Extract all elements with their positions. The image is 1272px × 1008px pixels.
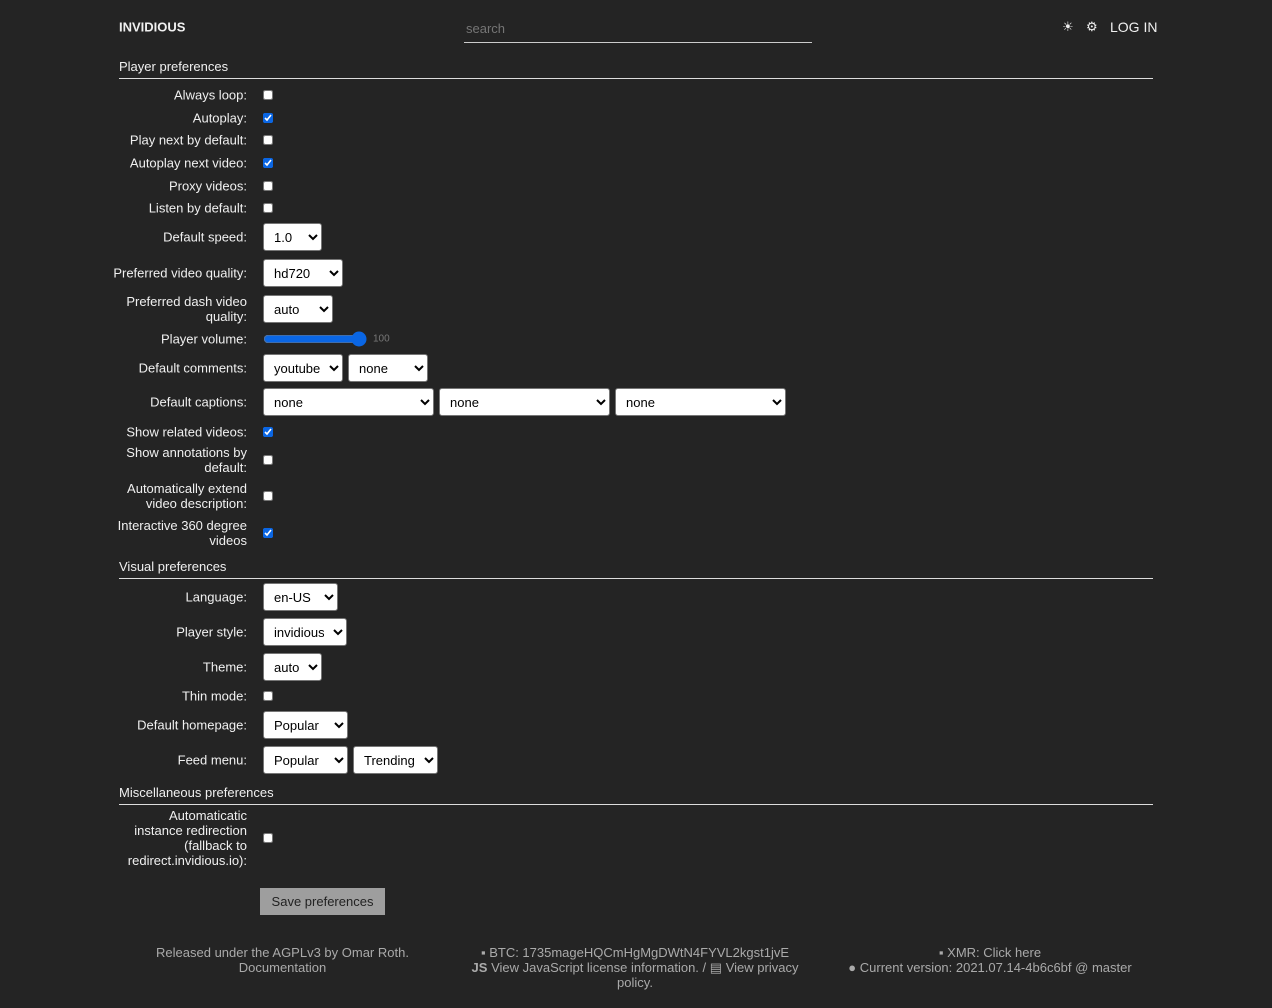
brand-link[interactable]: INVIDIOUS (119, 19, 186, 35)
privacy-link[interactable]: View privacy policy. (617, 960, 799, 990)
listen-checkbox[interactable] (263, 203, 273, 213)
quality-label: Preferred video quality: (113, 265, 247, 281)
gear-icon[interactable]: ⚙ (1086, 19, 1098, 34)
save-preferences-button[interactable]: Save preferences (260, 888, 385, 915)
proxy-checkbox[interactable] (263, 181, 273, 191)
thin-mode-checkbox[interactable] (263, 691, 273, 701)
annotations-label: Show annotations by default: (126, 445, 247, 475)
xmr-link[interactable]: XMR: Click here (947, 945, 1042, 960)
redirect-label: Automaticatic instance redirection (fall… (127, 808, 247, 868)
vr-checkbox[interactable] (263, 528, 273, 538)
language-label: Language: (185, 589, 247, 605)
separator: / (702, 960, 707, 975)
always-loop-checkbox[interactable] (263, 90, 273, 100)
login-link[interactable]: LOG IN (1110, 19, 1158, 35)
wallet-icon: ▪ (480, 945, 490, 960)
version-text[interactable]: Current version: 2021.07.14-4b6c6bf @ ma… (859, 960, 1132, 975)
documentation-link[interactable]: Documentation (238, 960, 327, 975)
wallet-icon: ▪ (938, 945, 948, 960)
autoplay-next-checkbox[interactable] (263, 158, 273, 168)
feed-menu-select-1[interactable]: Popular (263, 746, 348, 774)
dash-quality-label: Preferred dash video quality: (126, 294, 247, 324)
footer-left: Released under the AGPLv3 by Omar Roth. … (150, 945, 415, 975)
autoplay-label: Autoplay: (192, 110, 247, 126)
btc-address: BTC: 1735mageHQCmHgMgDWtN4FYVL2kgst1jvE (489, 945, 790, 960)
extend-description-label: Automatically extend video description: (127, 481, 247, 511)
document-icon: ▤ (709, 960, 723, 975)
js-license-link[interactable]: View JavaScript license information. (491, 960, 699, 975)
always-loop-label: Always loop: (174, 87, 247, 103)
theme-select[interactable]: auto (263, 653, 322, 681)
comments-label: Default comments: (138, 360, 247, 376)
footer-right: ▪ XMR: Click here ● Current version: 202… (840, 945, 1140, 975)
homepage-label: Default homepage: (137, 717, 247, 733)
captions-select-1[interactable]: none (263, 388, 434, 416)
comments-select-2[interactable]: none (348, 354, 428, 382)
homepage-select[interactable]: Popular (263, 711, 348, 739)
captions-label: Default captions: (150, 394, 247, 410)
dash-quality-select[interactable]: auto (263, 295, 333, 323)
play-next-checkbox[interactable] (263, 135, 273, 145)
player-style-label: Player style: (176, 624, 247, 640)
visual-preferences-header: Visual preferences (119, 559, 1153, 579)
theme-label: Theme: (202, 659, 247, 675)
proxy-label: Proxy videos: (168, 178, 247, 194)
annotations-checkbox[interactable] (263, 455, 273, 465)
volume-value: 100 (373, 333, 390, 345)
redirect-checkbox[interactable] (263, 833, 273, 843)
captions-select-3[interactable]: none (615, 388, 786, 416)
volume-slider[interactable] (263, 331, 367, 347)
player-preferences-header: Player preferences (119, 59, 1153, 79)
comments-select-1[interactable]: youtube (263, 354, 343, 382)
autoplay-checkbox[interactable] (263, 113, 273, 123)
volume-label: Player volume: (161, 331, 247, 347)
related-checkbox[interactable] (263, 427, 273, 437)
footer-center: ▪ BTC: 1735mageHQCmHgMgDWtN4FYVL2kgst1jv… (470, 945, 800, 990)
speed-select[interactable]: 1.0 (263, 223, 322, 251)
feed-menu-select-2[interactable]: Trending (353, 746, 438, 774)
misc-preferences-header: Miscellaneous preferences (119, 785, 1153, 805)
play-next-label: Play next by default: (129, 132, 247, 148)
captions-select-2[interactable]: none (439, 388, 610, 416)
js-icon: JS (471, 960, 488, 975)
search-input[interactable] (464, 14, 812, 43)
vr-label: Interactive 360 degree videos (117, 518, 247, 548)
sun-icon[interactable]: ☀ (1062, 19, 1074, 34)
quality-select[interactable]: hd720 (263, 259, 343, 287)
feed-menu-label: Feed menu: (177, 752, 247, 768)
github-icon: ● (848, 960, 857, 975)
thin-mode-label: Thin mode: (181, 688, 247, 704)
speed-label: Default speed: (163, 229, 247, 245)
language-select[interactable]: en-US (263, 583, 338, 611)
listen-label: Listen by default: (148, 200, 247, 216)
extend-description-checkbox[interactable] (263, 491, 273, 501)
autoplay-next-label: Autoplay next video: (129, 155, 247, 171)
player-style-select[interactable]: invidious (263, 618, 347, 646)
related-label: Show related videos: (126, 424, 247, 440)
license-text: Released under the AGPLv3 by Omar Roth. (156, 945, 409, 960)
